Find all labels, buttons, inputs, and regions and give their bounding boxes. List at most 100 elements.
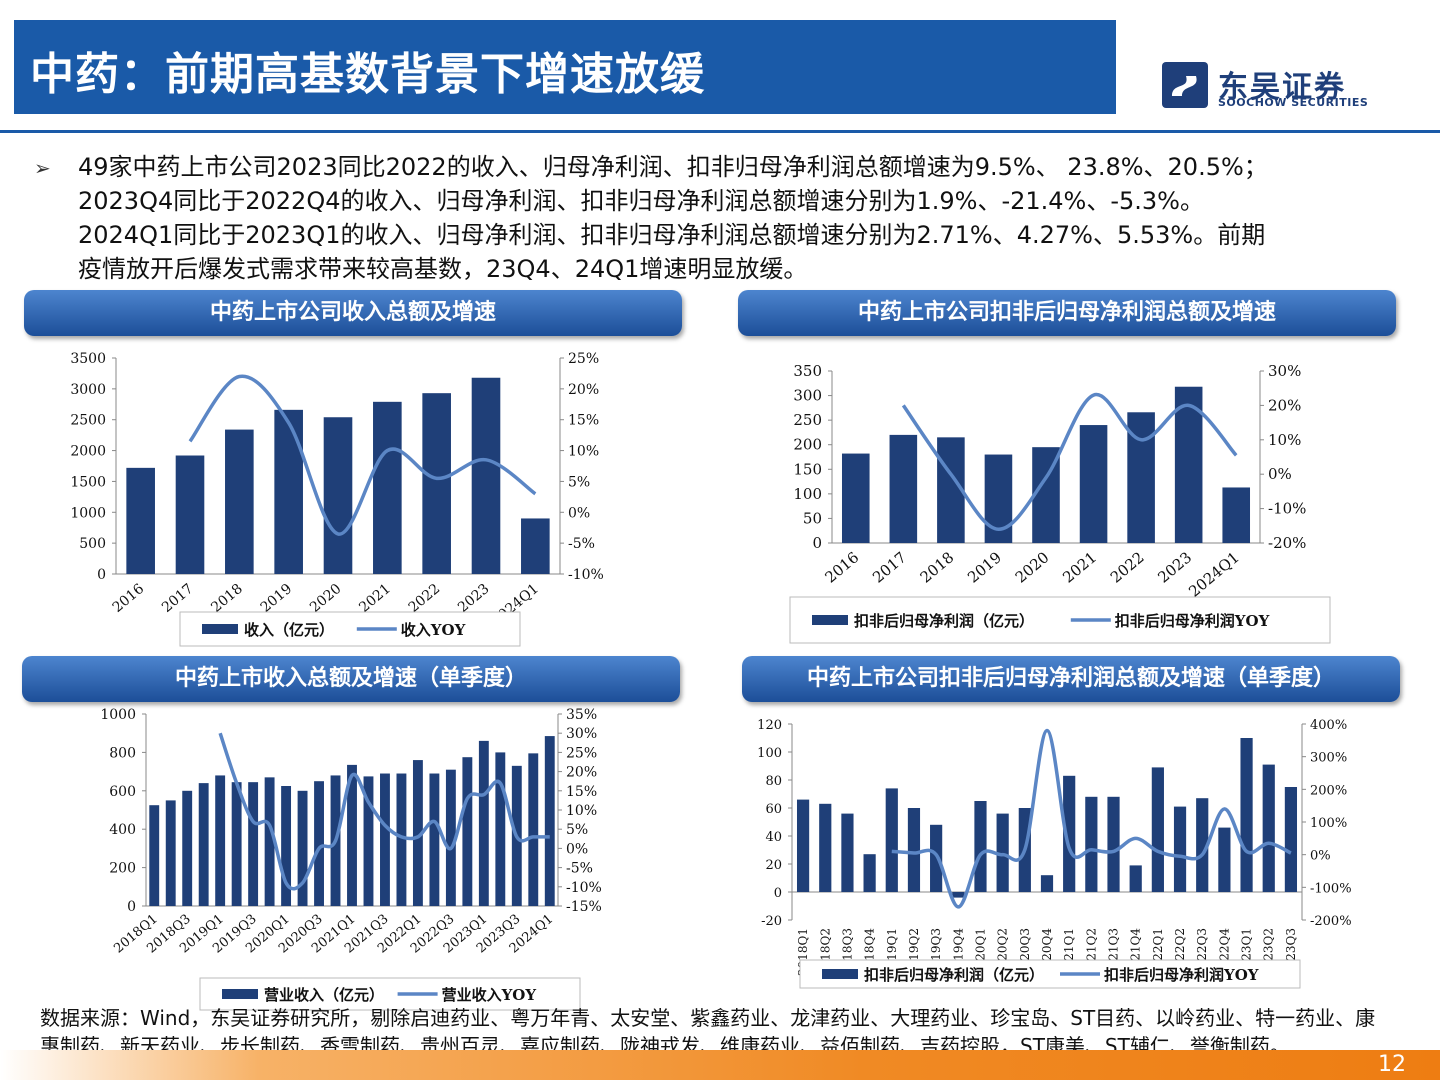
legend-bar-label: 扣非后归母净利润（亿元） — [854, 612, 1034, 630]
quarterly-revenue-chart: 0 200 400 600 800 1000 -15% -10% -5% 0% 5% 10% 15% 20… — [100, 707, 602, 1011]
yoy-line — [218, 732, 550, 891]
right-tick-label: 100% — [1310, 816, 1347, 831]
chart-bar — [445, 769, 456, 906]
chart-bar — [1173, 806, 1187, 892]
page-number: 12 — [1378, 1052, 1406, 1077]
legend-bar-swatch — [202, 624, 238, 634]
x-tick-label: 2018 — [208, 581, 246, 616]
x-tick-label: 2024Q1 — [1185, 548, 1243, 600]
chart-bar — [231, 782, 242, 906]
chart-bar — [796, 799, 810, 892]
chart-bar — [1284, 787, 1298, 892]
left-tick-label: 120 — [757, 718, 782, 733]
chart-bar — [1262, 764, 1275, 892]
right-tick-label: -10% — [1268, 500, 1306, 518]
logo-chinese: 东吴证券 — [1218, 70, 1346, 105]
chart-title-quarterly-revenue: 中药上市收入总额及增速（单季度） — [22, 656, 680, 702]
chart-bar — [863, 854, 876, 892]
right-tick-label: 15% — [568, 413, 599, 429]
right-tick-label: -5% — [568, 536, 595, 552]
logo-english: SOOCHOW SECURITIES — [1218, 96, 1369, 109]
chart-bar — [819, 803, 832, 892]
yoy-line — [891, 728, 1292, 909]
left-tick-label: 3000 — [70, 382, 106, 398]
right-tick-label: -100% — [1310, 881, 1352, 896]
left-tick-label: 800 — [109, 745, 136, 761]
x-tick-label: 2019 — [258, 581, 296, 616]
left-tick-label: 100 — [757, 746, 782, 761]
chart-bar — [889, 434, 918, 543]
chart-bar — [1222, 487, 1251, 543]
chart-bar — [841, 453, 870, 543]
legend-line-label: 收入YOY — [401, 621, 466, 639]
left-tick-label: 50 — [803, 509, 822, 527]
x-tick-label: 2021 — [1059, 548, 1100, 586]
left-tick-label: 1500 — [70, 474, 106, 490]
chart-bar — [996, 813, 1009, 892]
chart-bar — [422, 393, 451, 574]
legend-box — [789, 596, 1331, 644]
chart-bar — [198, 783, 209, 906]
quarterly-profit-chart: -20 0 20 40 60 80 100 120 -200% -100% 0% 100% 200% 30… — [757, 718, 1352, 989]
chart-bar — [149, 805, 160, 906]
x-tick-label: 2021 — [356, 581, 394, 616]
x-tick-label: 2017 — [159, 581, 197, 616]
yoy-line — [188, 374, 537, 536]
x-tick-label: 2020 — [307, 581, 345, 616]
right-tick-label: 25% — [568, 351, 599, 367]
chart-bar — [396, 773, 407, 906]
right-tick-label: 10% — [566, 803, 597, 819]
x-tick-label: 2023 — [1154, 548, 1195, 586]
right-tick-label: 0% — [1268, 465, 1292, 483]
chart-bar — [281, 786, 292, 906]
footer-bar — [0, 1050, 1440, 1080]
chart-bar — [1107, 796, 1120, 892]
brand-logo: 东吴证券 SOOCHOW SECURITIES — [1160, 60, 1420, 116]
chart-bar — [297, 790, 308, 906]
chart-bar — [885, 788, 898, 892]
chart-bar — [1240, 738, 1253, 892]
left-tick-label: 100 — [793, 485, 822, 503]
x-tick-label: 2019 — [964, 548, 1005, 586]
chart-bar — [165, 800, 176, 906]
left-tick-label: 250 — [793, 411, 822, 429]
right-tick-label: -10% — [566, 880, 602, 896]
legend-bar-swatch — [812, 615, 848, 625]
x-tick-label: 2018 — [917, 548, 958, 586]
chart-bar — [544, 736, 555, 906]
chart-bar — [1129, 865, 1142, 892]
right-tick-label: 5% — [568, 474, 590, 490]
chart-title-annual-profit: 中药上市公司扣非后归母净利润总额及增速 — [738, 290, 1396, 336]
right-tick-label: 30% — [1268, 362, 1301, 380]
x-tick-label: 2020 — [1012, 548, 1053, 586]
chart-bar — [380, 773, 390, 906]
right-tick-label: -10% — [568, 567, 604, 583]
legend-bar-label: 收入（亿元） — [244, 621, 334, 639]
chart-bar — [1196, 798, 1209, 892]
right-tick-label: 300% — [1310, 751, 1347, 766]
chart-bar — [1174, 386, 1203, 543]
right-tick-label: 0% — [566, 841, 588, 857]
chart-bar — [462, 757, 473, 906]
summary-paragraph: 49家中药上市公司2023同比2022的收入、归母净利润、扣非归母净利润总额增速… — [78, 150, 1433, 286]
left-tick-label: 2500 — [70, 413, 106, 429]
soochow-logo-icon — [1162, 62, 1208, 108]
summary-line: 疫情放开后爆发式需求带来较高基数，23Q4、24Q1增速明显放缓。 — [78, 255, 808, 283]
chart-bar — [974, 801, 987, 892]
x-tick-label: 2016 — [822, 548, 863, 586]
right-tick-label: 20% — [568, 382, 599, 398]
left-tick-label: 400 — [109, 822, 136, 838]
chart-bar — [841, 813, 854, 892]
legend-line-label: 扣非后归母净利润YOY — [1115, 612, 1270, 630]
chart-bar — [930, 824, 943, 892]
chart-title-annual-revenue: 中药上市公司收入总额及增速 — [24, 290, 682, 336]
chart-bar — [274, 409, 303, 574]
left-tick-label: 60 — [765, 802, 782, 817]
x-tick-label: 2017 — [869, 548, 910, 586]
yoy-line — [901, 393, 1238, 531]
chart-bar — [264, 777, 275, 906]
chart-bar — [1151, 767, 1164, 892]
chart-bar — [1040, 875, 1054, 892]
chart-bar — [478, 740, 489, 906]
left-tick-label: 0 — [97, 567, 106, 583]
